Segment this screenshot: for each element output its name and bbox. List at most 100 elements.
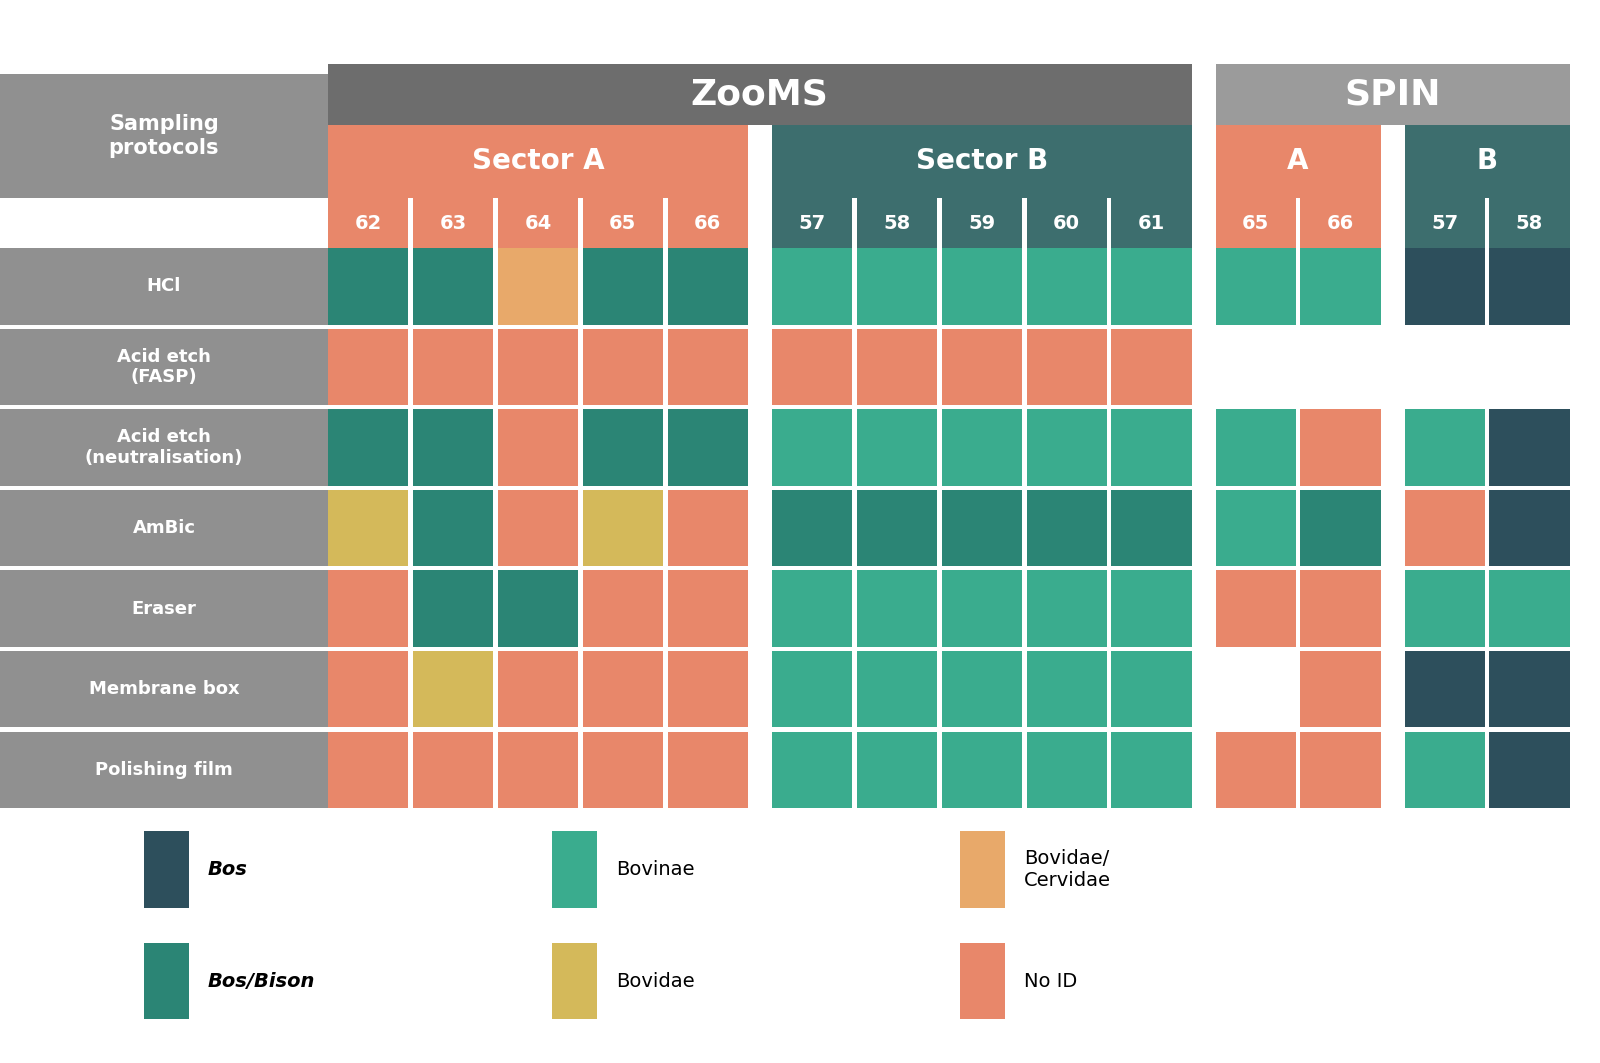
Bar xyxy=(667,249,747,324)
Text: 66: 66 xyxy=(694,214,722,233)
Bar xyxy=(960,831,1005,908)
Bar xyxy=(771,731,851,808)
Text: A: A xyxy=(1288,148,1309,175)
Text: Bos/Bison: Bos/Bison xyxy=(208,972,315,991)
Bar xyxy=(856,651,936,727)
Bar xyxy=(856,490,936,567)
Bar xyxy=(1490,249,1570,324)
Text: 62: 62 xyxy=(355,214,382,233)
Bar xyxy=(0,651,328,727)
Bar xyxy=(582,731,662,808)
Bar xyxy=(1490,571,1570,646)
Text: Bos: Bos xyxy=(208,860,248,879)
Bar xyxy=(856,731,936,808)
Bar xyxy=(941,198,1022,249)
Bar xyxy=(1405,409,1485,486)
Bar xyxy=(1216,731,1296,808)
Text: Bovinae: Bovinae xyxy=(616,860,694,879)
Bar xyxy=(1405,124,1570,198)
Bar xyxy=(1027,651,1107,727)
Bar xyxy=(552,831,597,908)
Bar xyxy=(413,249,493,324)
Bar xyxy=(1405,328,1485,405)
Bar xyxy=(1027,249,1107,324)
Bar xyxy=(0,490,328,567)
Bar xyxy=(144,831,189,908)
Bar xyxy=(941,731,1022,808)
Bar xyxy=(582,249,662,324)
Bar xyxy=(0,571,328,646)
Bar xyxy=(328,731,408,808)
Bar xyxy=(1490,409,1570,486)
Bar xyxy=(1027,198,1107,249)
Text: Membrane box: Membrane box xyxy=(88,680,240,698)
Bar xyxy=(771,651,851,727)
Text: HCl: HCl xyxy=(147,277,181,296)
Bar xyxy=(1027,571,1107,646)
Bar xyxy=(498,198,578,249)
Text: 65: 65 xyxy=(610,214,637,233)
Bar xyxy=(1490,490,1570,567)
Bar xyxy=(1216,124,1381,198)
Bar xyxy=(771,490,851,567)
Bar xyxy=(1216,490,1296,567)
Bar xyxy=(1301,328,1381,405)
Bar xyxy=(771,249,851,324)
Text: 65: 65 xyxy=(1242,214,1269,233)
Bar xyxy=(667,409,747,486)
Bar xyxy=(413,651,493,727)
Bar xyxy=(1490,198,1570,249)
Text: 61: 61 xyxy=(1138,214,1165,233)
Bar xyxy=(1405,651,1485,727)
Bar xyxy=(1112,651,1192,727)
Bar xyxy=(667,198,747,249)
Bar xyxy=(856,409,936,486)
Text: 66: 66 xyxy=(1326,214,1354,233)
Text: Bovidae/
Cervidae: Bovidae/ Cervidae xyxy=(1024,849,1110,890)
Text: Acid etch
(neutralisation): Acid etch (neutralisation) xyxy=(85,428,243,467)
Bar xyxy=(413,490,493,567)
Bar xyxy=(498,571,578,646)
Text: Sector A: Sector A xyxy=(472,148,605,175)
Text: Sampling
protocols: Sampling protocols xyxy=(109,115,219,157)
Bar xyxy=(498,328,578,405)
Bar xyxy=(498,409,578,486)
Text: No ID: No ID xyxy=(1024,972,1077,991)
Bar xyxy=(1112,328,1192,405)
Bar xyxy=(328,571,408,646)
Bar xyxy=(413,198,493,249)
Text: 57: 57 xyxy=(798,214,826,233)
Text: Eraser: Eraser xyxy=(131,600,197,618)
Bar xyxy=(941,571,1022,646)
Text: 58: 58 xyxy=(1515,214,1542,233)
Bar xyxy=(582,409,662,486)
Bar xyxy=(1112,731,1192,808)
Bar xyxy=(413,731,493,808)
Bar xyxy=(1490,731,1570,808)
Bar xyxy=(582,571,662,646)
Bar xyxy=(667,490,747,567)
Bar xyxy=(1405,490,1485,567)
Bar xyxy=(941,409,1022,486)
Bar xyxy=(1301,651,1381,727)
Bar xyxy=(667,651,747,727)
Bar xyxy=(1112,490,1192,567)
Text: 64: 64 xyxy=(525,214,552,233)
Bar xyxy=(771,328,851,405)
Bar xyxy=(1112,198,1192,249)
Bar xyxy=(1027,328,1107,405)
Bar xyxy=(1027,409,1107,486)
Text: AmBic: AmBic xyxy=(133,519,195,537)
Bar xyxy=(1216,651,1296,727)
Bar xyxy=(960,943,1005,1019)
Bar xyxy=(1112,571,1192,646)
Bar xyxy=(1405,249,1485,324)
Text: Acid etch
(FASP): Acid etch (FASP) xyxy=(117,348,211,387)
Bar xyxy=(1405,731,1485,808)
Bar xyxy=(413,409,493,486)
Bar xyxy=(582,490,662,567)
Bar xyxy=(771,409,851,486)
Bar xyxy=(1301,571,1381,646)
Bar xyxy=(1490,651,1570,727)
Bar xyxy=(1301,198,1381,249)
